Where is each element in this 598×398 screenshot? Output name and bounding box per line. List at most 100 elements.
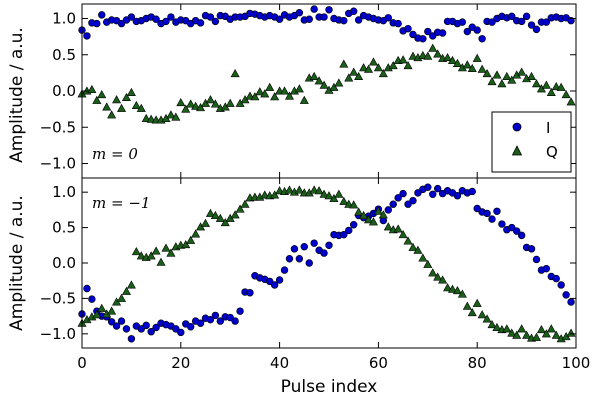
top-panel-m0: −1.0 −0.5 0.0 0.5 1.0 m = 0 I Q	[40, 3, 577, 179]
point-q	[191, 229, 201, 238]
point-q	[447, 55, 458, 65]
point-i	[513, 227, 521, 235]
point-i	[493, 207, 501, 215]
x-tick-label: 0	[77, 354, 87, 372]
point-i	[508, 12, 516, 21]
point-i	[206, 13, 215, 21]
point-q	[472, 53, 482, 62]
x-tick-label: 40	[270, 354, 289, 372]
y-tick-label: 0.5	[52, 219, 76, 237]
point-i	[236, 307, 244, 315]
point-i	[345, 226, 353, 235]
point-i	[522, 12, 531, 21]
point-q	[200, 218, 211, 227]
point-i	[389, 200, 397, 208]
point-i	[404, 200, 412, 208]
point-q	[368, 217, 378, 226]
point-q	[230, 68, 240, 78]
point-i	[517, 17, 526, 26]
point-q	[452, 286, 462, 295]
point-q	[541, 80, 551, 89]
point-i	[429, 190, 437, 198]
point-i	[246, 289, 254, 297]
point-q	[447, 284, 458, 293]
point-q	[517, 67, 527, 76]
point-q	[467, 307, 477, 317]
point-q	[299, 95, 309, 104]
point-i	[473, 204, 481, 213]
point-q	[314, 76, 324, 85]
point-q	[126, 280, 136, 289]
point-i	[414, 189, 422, 197]
point-q	[423, 51, 433, 60]
point-i	[270, 281, 279, 289]
point-q	[482, 68, 492, 78]
point-q	[413, 245, 423, 254]
point-i	[433, 184, 442, 193]
point-q	[107, 306, 117, 315]
point-i	[325, 6, 333, 14]
point-i	[394, 194, 402, 202]
point-i	[542, 264, 551, 273]
point-i	[542, 18, 551, 26]
point-i	[211, 17, 220, 26]
point-q	[314, 186, 324, 195]
point-i	[137, 325, 145, 333]
point-q	[359, 210, 369, 220]
point-i	[438, 29, 447, 37]
point-q	[438, 275, 448, 284]
point-q	[364, 64, 374, 73]
point-q	[92, 95, 102, 104]
point-i	[340, 16, 348, 25]
point-q	[280, 86, 290, 95]
point-q	[196, 103, 206, 112]
point-i	[280, 266, 289, 274]
point-q	[546, 324, 556, 333]
point-q	[334, 189, 344, 198]
point-q	[527, 71, 537, 80]
point-q	[383, 222, 393, 231]
point-q	[121, 92, 131, 102]
point-q	[502, 324, 512, 333]
point-i	[177, 328, 185, 337]
point-q	[364, 215, 374, 224]
point-i	[152, 15, 160, 23]
point-q	[373, 206, 383, 215]
point-q	[181, 104, 191, 113]
point-q	[324, 191, 334, 200]
point-i	[310, 239, 318, 247]
point-q	[349, 200, 359, 209]
point-q	[467, 63, 477, 73]
point-q	[556, 82, 566, 91]
point-q	[373, 63, 383, 72]
point-i	[127, 13, 136, 21]
point-i	[226, 313, 234, 322]
point-q	[433, 49, 443, 58]
point-i	[527, 21, 536, 29]
point-q	[235, 204, 245, 213]
point-q	[457, 289, 467, 298]
point-q	[255, 87, 265, 96]
point-i	[488, 18, 496, 26]
point-q	[186, 235, 196, 244]
point-i	[399, 189, 407, 198]
point-i	[152, 323, 160, 332]
point-q	[418, 253, 428, 262]
point-q	[112, 95, 122, 104]
point-q	[344, 73, 354, 82]
point-i	[285, 255, 294, 263]
point-q	[536, 324, 546, 334]
y-tick-label: −1.0	[40, 325, 76, 343]
point-i	[463, 27, 472, 36]
point-i	[532, 25, 541, 34]
point-q	[265, 82, 275, 91]
point-i	[142, 321, 150, 330]
point-q	[408, 242, 418, 251]
point-i	[172, 325, 180, 333]
point-q	[512, 330, 522, 339]
y-tick-label: 1.0	[52, 10, 76, 28]
point-q	[270, 190, 280, 199]
point-q	[522, 330, 532, 339]
point-i	[83, 32, 91, 40]
point-q	[398, 230, 408, 239]
